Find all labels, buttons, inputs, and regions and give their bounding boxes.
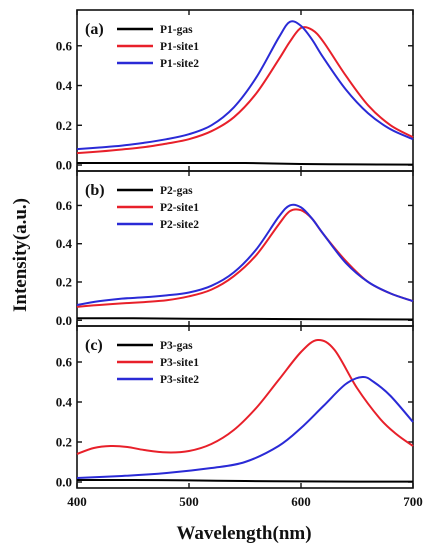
series-line-P2-site1 <box>76 208 414 308</box>
series-line-P3-site2 <box>76 375 414 479</box>
plot-frame <box>76 325 414 489</box>
y-tick-label: 0.6 <box>56 38 73 53</box>
series-line-P1-site1 <box>76 26 414 155</box>
y-tick-label: 0.2 <box>56 118 72 133</box>
y-tick-label: 0.6 <box>56 355 73 370</box>
plot-frame <box>76 9 414 172</box>
legend-label: P3-site2 <box>160 374 199 386</box>
series-line-P3-gas <box>76 478 413 483</box>
series-line-P1-site2 <box>76 20 414 151</box>
legend-label: P2-site1 <box>160 202 199 214</box>
legend-label: P1-gas <box>160 24 193 36</box>
y-tick-label: 0.2 <box>56 435 72 450</box>
x-tick-label: 400 <box>67 494 87 509</box>
x-tick-label: 500 <box>179 494 199 509</box>
y-axis-title: Intensity(a.u.) <box>10 198 31 312</box>
y-tick-label: 0.4 <box>56 78 73 93</box>
x-tick-label: 700 <box>403 494 423 509</box>
legend-label: P1-site2 <box>160 58 199 70</box>
panel-label: (a) <box>85 21 104 38</box>
y-tick-label: 0.0 <box>56 158 72 173</box>
series-line-P3-site1 <box>76 338 414 455</box>
x-tick-label: 600 <box>291 494 311 509</box>
panel-label: (b) <box>85 182 105 199</box>
series-line-P2-site2 <box>76 203 414 306</box>
legend-label: P1-site1 <box>160 41 199 53</box>
y-tick-label: 0.2 <box>56 274 72 289</box>
panels: 0.00.20.40.6(a) P1-gasP1-site1P1-site20.0… <box>56 9 423 509</box>
series-line-P1-gas <box>77 161 414 166</box>
y-tick-label: 0.4 <box>56 395 73 410</box>
panel-2: 0.0 0.2 0.4 0.6 (b) P2-gas P2-site1 P2-site2 <box>56 170 414 328</box>
panel-1: 0.0 0.2 0.4 0.6 (a) P1-gas P1-site1 P1-site2 <box>56 9 414 173</box>
legend-label: P2-site2 <box>160 219 199 231</box>
legend-label: P2-gas <box>160 185 193 197</box>
panel-label: (c) <box>85 337 103 354</box>
panel-3: 0.0 0.2 0.4 0.6 400 500 600 700 (c) P3-gas P3-site… <box>56 325 423 509</box>
x-axis-title: Wavelength(nm) <box>176 523 311 544</box>
y-tick-label: 0.0 <box>56 475 72 490</box>
series-line-P2-gas <box>77 317 414 321</box>
y-tick-label: 0.0 <box>56 313 72 328</box>
y-tick-label: 0.6 <box>56 198 73 213</box>
legend-label: P3-gas <box>160 340 193 352</box>
y-tick-label: 0.4 <box>56 236 73 251</box>
legend-label: P3-site1 <box>160 357 199 369</box>
